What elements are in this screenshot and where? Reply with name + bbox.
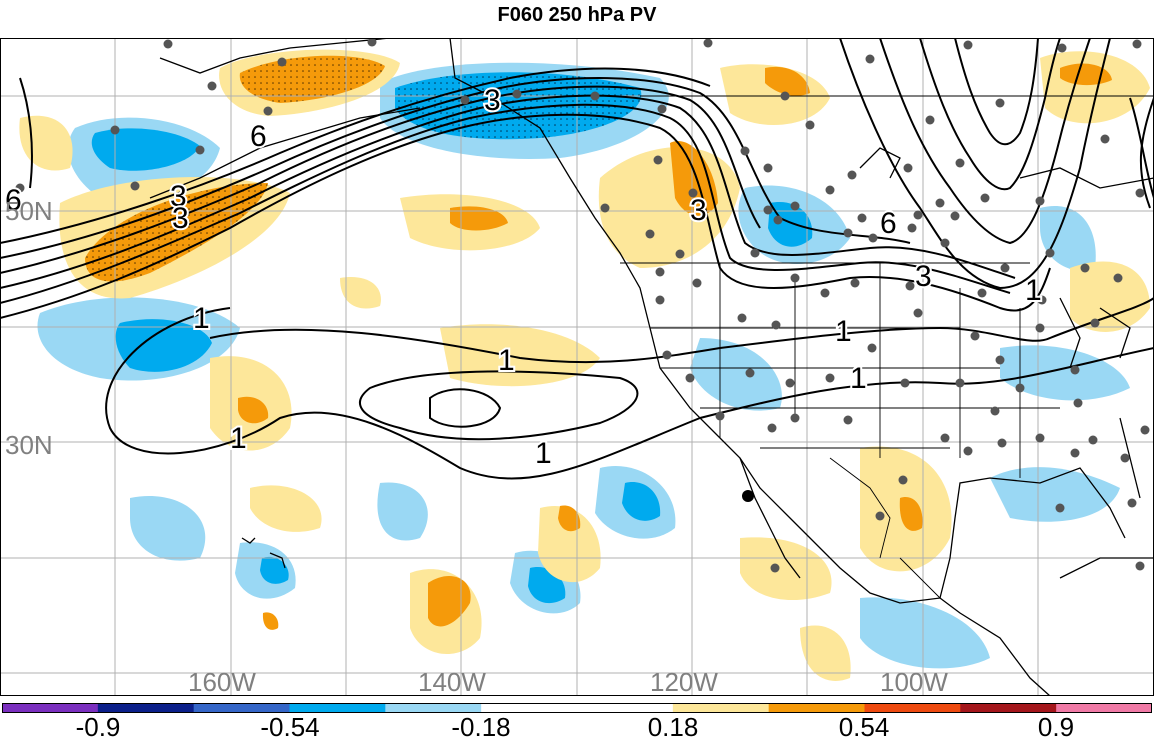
colorbar-segment	[2, 703, 99, 713]
contour-label: 1	[193, 302, 210, 335]
colorbar-segment	[577, 703, 674, 713]
colorbar	[2, 703, 1152, 713]
contour-label: 3	[484, 84, 501, 117]
station-markers	[15, 38, 1150, 573]
lon-label: 100W	[880, 667, 948, 696]
contour-label: 6	[250, 120, 267, 153]
pv-contours	[0, 38, 1154, 480]
colorbar-segment	[960, 703, 1057, 713]
lat-label: 50N	[5, 196, 53, 226]
strong-positive-fills	[85, 55, 1112, 630]
colorbar-segment	[97, 703, 195, 713]
colorbar-segment	[768, 703, 865, 713]
colorbar-tick-label: 0.54	[838, 712, 890, 742]
coastlines	[149, 38, 1154, 696]
colorbar-tick-label: -0.18	[451, 712, 511, 742]
contour-label: 3	[690, 194, 707, 227]
contour-label: 1	[498, 344, 515, 377]
colorbar-segment	[1056, 703, 1152, 713]
lat-label: 30N	[5, 430, 53, 460]
lon-label: 120W	[650, 667, 718, 696]
contour-label: 1	[535, 437, 552, 470]
colorbar-segment	[289, 703, 386, 713]
state-borders	[620, 95, 1154, 599]
contour-label: 3	[170, 180, 187, 213]
colorbar-tick-label: 0.9	[1037, 712, 1075, 742]
lon-label: 160W	[188, 667, 256, 696]
colorbar-tick-label: 0.18	[647, 712, 699, 742]
contour-label: 1	[230, 422, 247, 455]
map-title: F060 250 hPa PV	[497, 4, 657, 26]
colorbar-segment	[481, 703, 578, 713]
contour-label: 1	[850, 362, 867, 395]
contour-label: 6	[880, 207, 897, 240]
contour-label: 3	[915, 260, 932, 293]
colorbar-segment	[193, 703, 290, 713]
contour-label: 1	[1025, 274, 1042, 307]
highlighted-station-marker	[742, 490, 754, 502]
colorbar-tick-label: -0.9	[75, 712, 121, 742]
pv-map: 3 6 3 1 3 1 1 1 1 1 3 6 3 1 6 50N 30N 16…	[0, 38, 1154, 696]
colorbar-tick-label: -0.54	[260, 712, 320, 742]
contour-label-group: 3 6 3 1 3 1 1 1 1 1 3 6 3 1 6	[3, 82, 1044, 472]
colorbar-segment	[672, 703, 770, 713]
colorbar-frame	[2, 703, 1152, 713]
axis-label-group: 50N 30N 160W 140W 120W 100W	[5, 196, 948, 696]
contour-label: 6	[5, 184, 22, 217]
contour-label: 3	[172, 202, 189, 235]
colorbar-segment	[864, 703, 961, 713]
colorbar-segment	[385, 703, 482, 713]
contour-label: 1	[835, 315, 852, 348]
lon-label: 140W	[418, 667, 486, 696]
